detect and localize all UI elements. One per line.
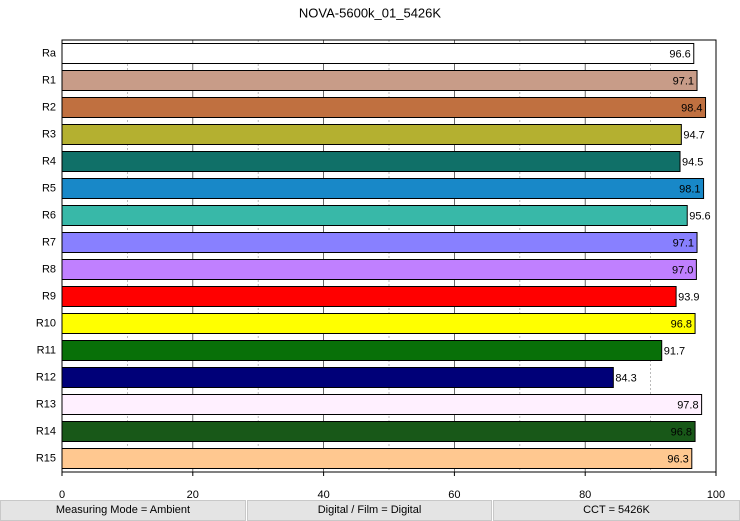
value-label: 96.3 [667, 453, 688, 465]
y-tick-label: R4 [42, 155, 56, 167]
bar [61, 70, 698, 91]
value-label: 91.7 [664, 345, 685, 357]
x-tick-label: 100 [707, 489, 725, 500]
chart: NOVA-5600k_01_5426K 0 20 40 60 80 100 Ra 96.6 R1… [36, 5, 725, 500]
x-tick-label: 60 [448, 489, 460, 500]
value-label: 95.6 [689, 210, 710, 222]
y-tick-label: R14 [36, 425, 56, 437]
x-tick-label: 0 [59, 489, 65, 500]
bar [61, 259, 697, 280]
chart-title: NOVA-5600k_01_5426K [299, 5, 441, 20]
y-tick-label: R3 [42, 128, 56, 140]
y-tick-label: R12 [36, 371, 56, 383]
bar [61, 448, 693, 469]
bar [61, 394, 703, 415]
value-label: 97.1 [673, 237, 694, 249]
y-tick-label: R1 [42, 74, 56, 86]
y-tick-label: R10 [36, 317, 56, 329]
bar [61, 367, 614, 388]
value-label: 97.0 [672, 264, 693, 276]
y-tick-label: Ra [42, 47, 57, 59]
value-label: 97.1 [673, 75, 694, 87]
value-label: 94.5 [682, 156, 703, 168]
y-tick-label: R9 [42, 290, 56, 302]
value-label: 96.8 [671, 318, 692, 330]
value-label: 84.3 [615, 372, 636, 384]
status-cell: Digital / Film = Digital [247, 500, 492, 521]
y-tick-label: R6 [42, 209, 56, 221]
value-label: 94.7 [683, 129, 704, 141]
y-tick-label: R2 [42, 101, 56, 113]
y-tick-label: R8 [42, 263, 56, 275]
value-label: 98.1 [679, 183, 700, 195]
bar [61, 421, 696, 442]
bar [61, 313, 696, 334]
x-tick-label: 40 [317, 489, 329, 500]
plot-frame [61, 39, 717, 473]
value-label: 93.9 [678, 291, 699, 303]
bar [61, 232, 698, 253]
bar [61, 43, 695, 64]
value-label: 96.8 [671, 426, 692, 438]
y-tick-label: R7 [42, 236, 56, 248]
bar [61, 97, 707, 118]
y-tick-label: R11 [37, 344, 56, 356]
bar [61, 178, 705, 199]
status-cell: Measuring Mode = Ambient [0, 500, 246, 521]
x-tick-label: 20 [187, 489, 199, 500]
x-tick-label: 80 [579, 489, 591, 500]
value-label: 98.4 [681, 102, 702, 114]
y-tick-label: R15 [36, 452, 56, 464]
bar [61, 286, 677, 307]
bar [61, 124, 682, 145]
bar [61, 205, 688, 226]
value-label: 97.8 [677, 399, 698, 411]
bar [61, 340, 663, 361]
value-label: 96.6 [669, 48, 690, 60]
bar [61, 151, 681, 172]
y-tick-label: R13 [36, 398, 56, 410]
status-cell: CCT = 5426K [493, 500, 740, 521]
y-tick-label: R5 [42, 182, 56, 194]
